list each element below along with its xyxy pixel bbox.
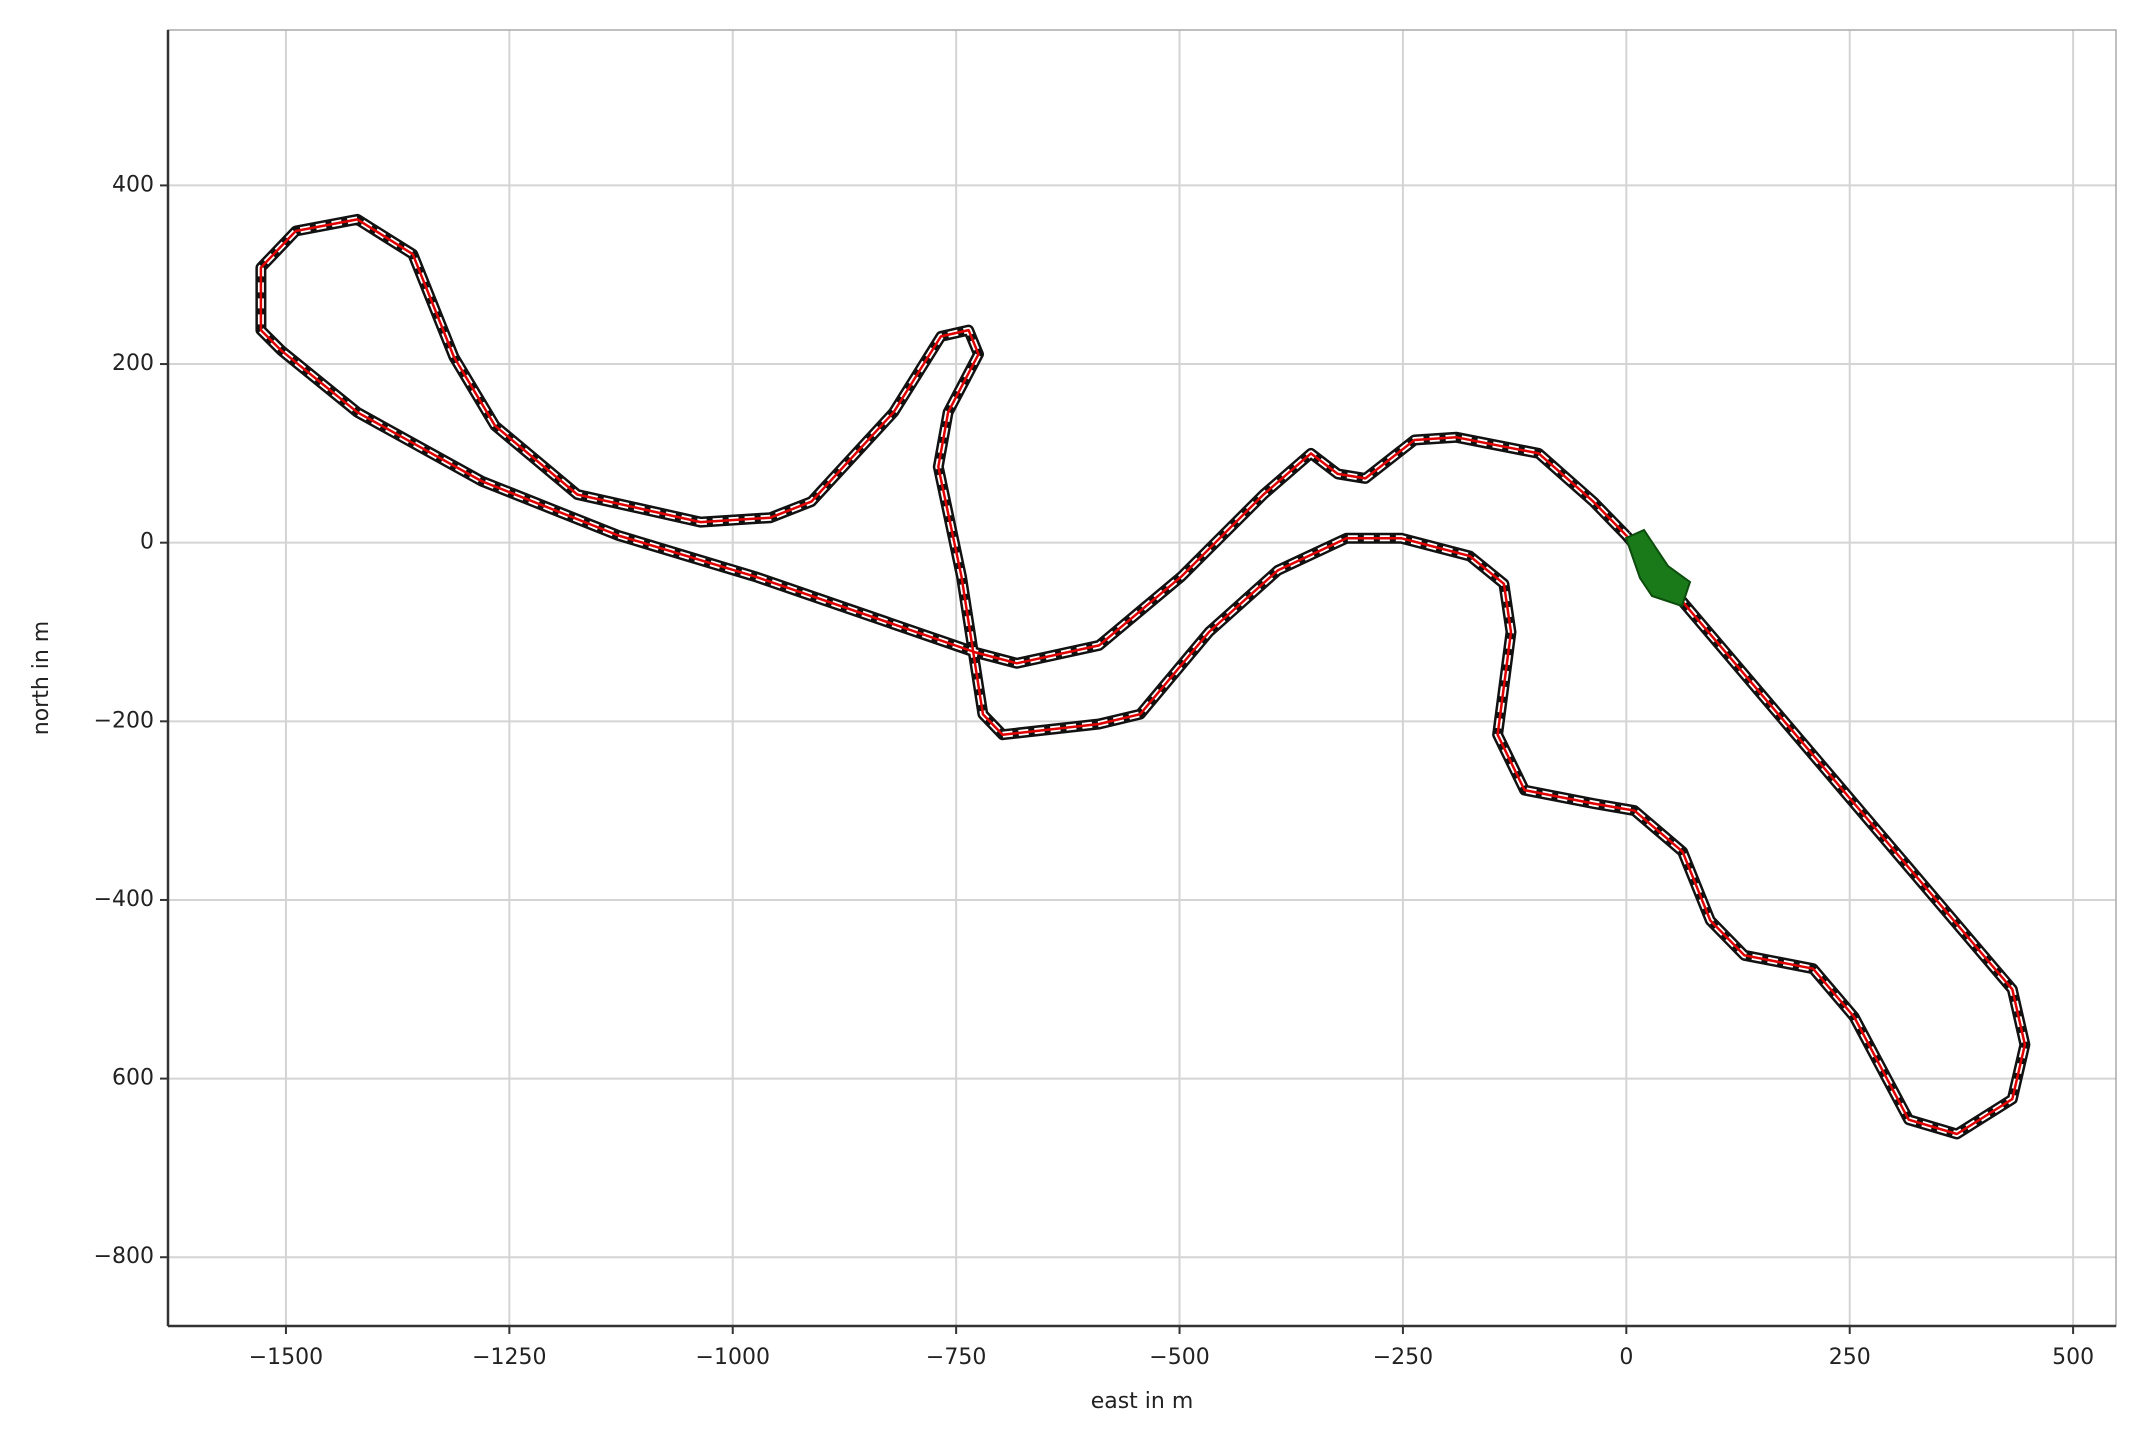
vehicle-arrow <box>1624 528 1692 608</box>
y-tick-label: 0 <box>140 530 154 555</box>
y-tick-label: 600 <box>112 1066 154 1091</box>
y-axis-label: north in m <box>29 621 54 736</box>
y-tick-label: −800 <box>94 1244 154 1269</box>
x-tick-label: −1000 <box>696 1345 770 1370</box>
x-tick-label: 250 <box>1829 1345 1871 1370</box>
x-axis-label: east in m <box>1091 1389 1194 1414</box>
x-tick-label: −1250 <box>472 1345 546 1370</box>
track-centerline <box>259 218 2027 1136</box>
x-tick-label: −250 <box>1373 1345 1433 1370</box>
track-surface <box>257 216 2028 1137</box>
y-tick-label: −400 <box>94 887 154 912</box>
y-tick-label: −200 <box>94 708 154 733</box>
x-tick-label: −750 <box>926 1345 986 1370</box>
plot-frame <box>167 29 2117 1327</box>
x-tick-label: 0 <box>1619 1345 1633 1370</box>
x-tick-label: 500 <box>2052 1345 2094 1370</box>
x-tick-label: −500 <box>1149 1345 1209 1370</box>
y-tick-label: 200 <box>112 351 154 376</box>
y-tick-label: 400 <box>112 172 154 197</box>
track-border <box>255 213 2031 1140</box>
x-tick-label: −1500 <box>249 1345 323 1370</box>
